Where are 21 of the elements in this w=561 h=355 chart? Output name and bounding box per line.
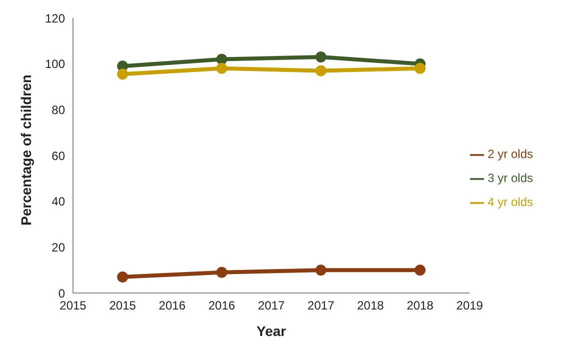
- y-tick-label: 60: [52, 148, 66, 163]
- x-tick-label: 2016: [158, 298, 186, 313]
- x-tick-label: 2017: [308, 298, 335, 313]
- legend-label: 3 yr olds: [488, 171, 533, 185]
- y-tick-label: 0: [58, 286, 66, 300]
- x-tick-label: 2019: [456, 298, 484, 313]
- y-tick-label: 20: [52, 240, 66, 254]
- y-tick-label: 120: [44, 11, 66, 26]
- x-tick-label: 2015: [109, 298, 136, 313]
- x-tick-label: 2018: [406, 298, 434, 313]
- x-tick-label: 2015: [60, 298, 87, 313]
- x-tick-label: 2018: [357, 298, 384, 313]
- y-tick-label: 80: [52, 102, 66, 117]
- legend-label: 4 yr olds: [488, 195, 533, 209]
- legend-label: 2 yr olds: [488, 147, 533, 161]
- y-tick-label: 100: [44, 57, 66, 72]
- x-tick-label: 2016: [208, 298, 236, 313]
- y-axis-title: Percentage of children: [18, 74, 34, 226]
- y-tick-label: 40: [52, 194, 66, 209]
- x-tick-label: 2017: [258, 298, 285, 313]
- x-axis-title: Year: [256, 323, 287, 339]
